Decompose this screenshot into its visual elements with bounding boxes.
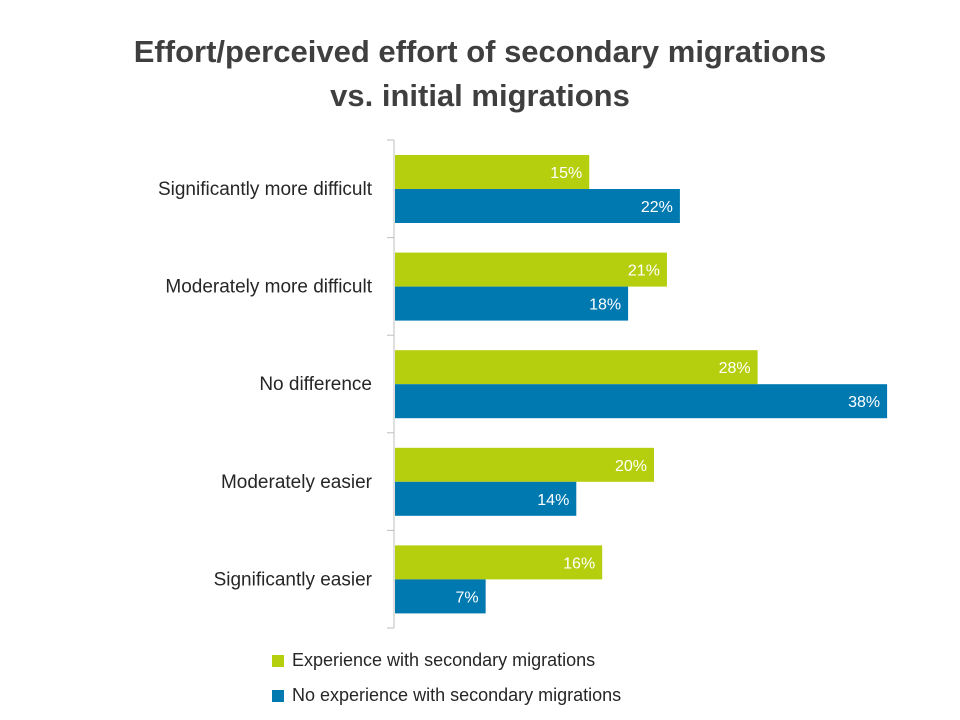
- data-label: 38%: [848, 394, 880, 411]
- data-label: 21%: [628, 263, 660, 280]
- legend-label-experience: Experience with secondary migrations: [292, 650, 596, 670]
- legend-item-experience: Experience with secondary migrations: [272, 650, 595, 671]
- data-label: 22%: [641, 199, 673, 216]
- chart-title: Effort/perceived effort of secondary mig…: [0, 30, 960, 118]
- data-label: 20%: [615, 458, 647, 475]
- category-label: No difference: [259, 374, 372, 395]
- legend-label-no-experience: No experience with secondary migrations: [292, 685, 622, 705]
- bar-no-experience: [395, 189, 680, 223]
- bar-experience: [395, 252, 667, 287]
- bar-no-experience: [395, 579, 486, 614]
- category-label: Significantly easier: [214, 569, 373, 590]
- category-label: Moderately more difficult: [165, 277, 372, 298]
- bar-chart: Significantly more difficult 15% 22% Modera…: [158, 139, 888, 629]
- data-label: 7%: [456, 589, 479, 606]
- legend-item-no-experience: No experience with secondary migrations: [272, 685, 621, 706]
- data-label: 15%: [550, 165, 582, 182]
- legend-swatch-experience: [272, 654, 284, 667]
- bar-no-experience: [395, 286, 629, 321]
- bar-experience: [395, 350, 758, 385]
- chart-title-line-2: vs. initial migrations: [330, 78, 630, 113]
- data-label: 18%: [589, 297, 621, 314]
- bar-experience: [395, 545, 603, 580]
- category-label: Moderately easier: [221, 472, 373, 493]
- legend-swatch-no-experience: [272, 689, 284, 702]
- bar-experience: [395, 447, 654, 482]
- data-label: 14%: [537, 492, 569, 509]
- chart-title-line-1: Effort/perceived effort of secondary mig…: [133, 34, 827, 69]
- bar-no-experience: [395, 384, 888, 419]
- data-label: 28%: [719, 360, 751, 377]
- data-label: 16%: [563, 555, 595, 572]
- bar-no-experience: [395, 481, 577, 516]
- category-label: Significantly more difficult: [158, 179, 373, 200]
- bar-experience: [395, 155, 590, 189]
